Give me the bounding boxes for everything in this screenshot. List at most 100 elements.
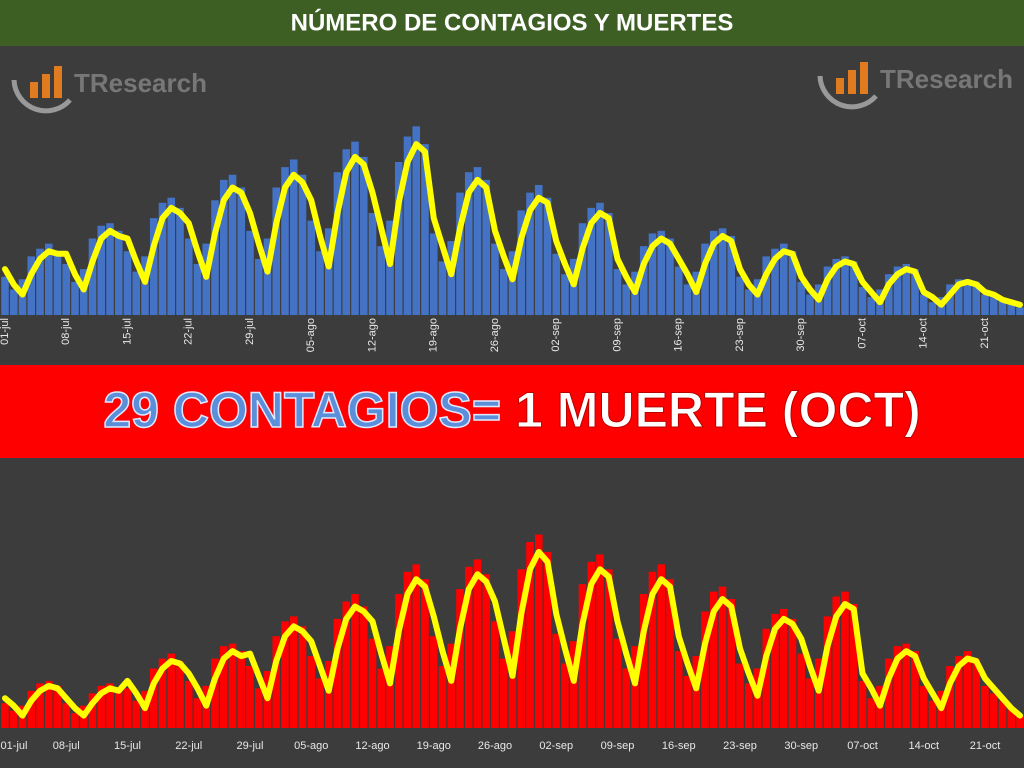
x-tick-label: 22-jul bbox=[175, 740, 202, 752]
x-tick-label: 01-jul bbox=[1, 740, 28, 752]
x-tick-label: 14-oct bbox=[918, 318, 930, 349]
bar bbox=[683, 675, 692, 728]
bar bbox=[132, 700, 141, 728]
bar bbox=[928, 302, 937, 315]
bar bbox=[788, 251, 797, 315]
bar bbox=[963, 651, 972, 728]
bar bbox=[211, 200, 219, 315]
bar bbox=[456, 192, 464, 315]
bar bbox=[639, 246, 648, 315]
x-tick-label: 09-sep bbox=[601, 740, 635, 752]
bar bbox=[919, 685, 928, 728]
bar bbox=[823, 616, 832, 728]
bar bbox=[674, 266, 683, 315]
bar bbox=[867, 698, 876, 728]
bar bbox=[631, 646, 639, 728]
bar bbox=[114, 688, 123, 728]
x-tick-label: 15-jul bbox=[121, 318, 133, 345]
bar bbox=[569, 641, 578, 728]
title: NÚMERO DE CONTAGIOS Y MUERTES bbox=[291, 8, 734, 36]
bar bbox=[307, 656, 316, 728]
bar bbox=[97, 685, 106, 728]
bar bbox=[97, 225, 106, 315]
bar bbox=[613, 269, 622, 315]
x-tick-label: 26-ago bbox=[489, 318, 501, 352]
bar bbox=[88, 693, 97, 728]
bar bbox=[727, 235, 736, 315]
bar bbox=[106, 223, 114, 315]
bar bbox=[666, 238, 674, 315]
bar bbox=[377, 668, 386, 728]
bar bbox=[167, 653, 176, 728]
bar bbox=[219, 179, 228, 315]
bar bbox=[648, 233, 657, 315]
x-tick-label: 21-oct bbox=[970, 740, 1001, 752]
x-tick-label: 02-sep bbox=[550, 318, 562, 352]
x-tick-label: 05-ago bbox=[305, 318, 317, 352]
bar bbox=[27, 690, 36, 728]
bar bbox=[132, 271, 141, 315]
bar bbox=[359, 606, 368, 728]
bar bbox=[657, 230, 666, 315]
bar bbox=[193, 264, 202, 315]
bar bbox=[158, 658, 167, 728]
bar bbox=[359, 156, 368, 315]
bar bbox=[491, 621, 499, 728]
bar bbox=[289, 159, 298, 315]
bar bbox=[718, 228, 727, 315]
bar bbox=[499, 658, 508, 728]
bar bbox=[333, 618, 342, 728]
bar bbox=[648, 571, 657, 728]
bar bbox=[123, 251, 132, 315]
bar bbox=[919, 294, 928, 315]
line bbox=[2, 141, 1023, 308]
bar bbox=[473, 167, 482, 315]
bar bbox=[806, 678, 814, 728]
x-tick-label: 16-sep bbox=[673, 318, 685, 352]
bar bbox=[666, 579, 674, 728]
bar bbox=[429, 636, 438, 728]
bar bbox=[744, 289, 753, 315]
bar bbox=[342, 601, 351, 728]
bar bbox=[797, 281, 806, 315]
bar bbox=[386, 646, 394, 728]
x-tick-label: 15-jul bbox=[114, 740, 141, 752]
bar bbox=[377, 246, 386, 315]
bar bbox=[62, 264, 71, 315]
bar bbox=[884, 274, 893, 315]
bar bbox=[849, 261, 858, 315]
bar bbox=[946, 284, 954, 315]
bar bbox=[692, 656, 701, 728]
bar bbox=[491, 243, 499, 315]
bar bbox=[604, 213, 613, 315]
bar bbox=[36, 248, 44, 315]
bar bbox=[762, 628, 771, 728]
bar bbox=[604, 569, 613, 728]
bar bbox=[62, 703, 71, 728]
bar bbox=[421, 144, 429, 315]
logo-text: TResearch bbox=[880, 64, 1013, 94]
bar bbox=[368, 638, 377, 728]
bar bbox=[53, 251, 62, 315]
bar bbox=[149, 668, 158, 728]
bar bbox=[464, 172, 473, 315]
bar bbox=[587, 207, 596, 315]
bar bbox=[167, 197, 176, 315]
x-tick-label: 23-sep bbox=[723, 740, 757, 752]
bar bbox=[1016, 307, 1024, 315]
bar bbox=[534, 184, 543, 315]
x-tick-label: 30-sep bbox=[784, 740, 818, 752]
bar bbox=[316, 251, 324, 315]
bar bbox=[141, 256, 149, 315]
logo-text: TResearch bbox=[74, 68, 207, 98]
bar bbox=[254, 258, 263, 315]
x-tick-label: 05-ago bbox=[294, 740, 328, 752]
bar bbox=[771, 248, 779, 315]
bar bbox=[351, 141, 359, 315]
bar bbox=[1, 276, 9, 315]
bar bbox=[526, 542, 534, 728]
bar bbox=[272, 636, 281, 728]
bar bbox=[981, 294, 989, 315]
bar bbox=[561, 274, 569, 315]
bar bbox=[123, 688, 132, 728]
